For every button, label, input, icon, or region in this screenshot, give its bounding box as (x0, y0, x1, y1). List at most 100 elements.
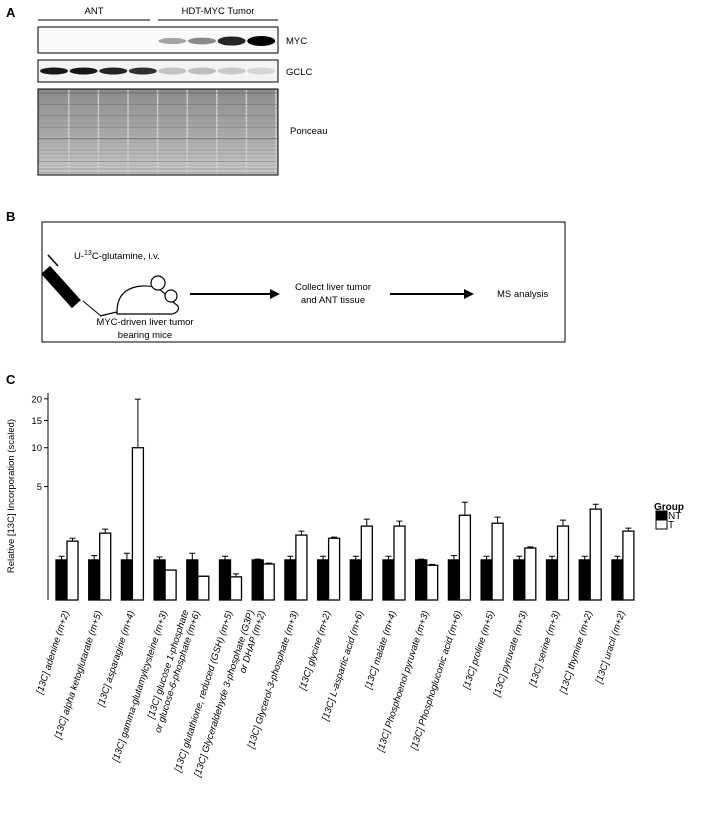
syringe (41, 254, 102, 317)
error-bar (134, 398, 141, 448)
bar (382, 559, 395, 601)
error-bar (483, 555, 490, 560)
x-tick-label-line: [13C] malate (m+4) (363, 610, 399, 692)
x-tick-label-line: [13C] uracil (m+2) (594, 610, 628, 686)
legend-label: T (668, 520, 674, 531)
error-bar (418, 558, 425, 560)
tracer-text: U- (74, 251, 84, 262)
x-tick-label: [13C] pyruvate (m+3) (491, 610, 529, 699)
band (158, 37, 187, 45)
bar (480, 559, 493, 601)
error-bar (385, 555, 392, 560)
bar (197, 575, 210, 601)
bar (426, 564, 439, 601)
bar (164, 569, 177, 601)
x-tick-label-line: [13C] thymine (m+2) (558, 610, 595, 696)
model-label: MYC-driven liver tumor (96, 317, 193, 328)
model-label: bearing mice (118, 330, 172, 341)
error-bar (102, 528, 109, 534)
arrow-head (464, 289, 474, 299)
error-bar (320, 555, 327, 560)
error-bar (516, 555, 523, 560)
band (247, 36, 276, 46)
error-bar (123, 552, 130, 560)
error-bar (58, 555, 65, 560)
bar (491, 522, 504, 601)
x-tick-label: [13C] uracil (m+2) (594, 610, 628, 686)
blot-gclc (37, 59, 279, 83)
bar (589, 508, 602, 601)
bar (622, 530, 635, 601)
x-tick-label-line: [13C] serine (m+3) (527, 610, 562, 689)
band (69, 67, 98, 75)
error-bar (429, 563, 436, 566)
step-label: and ANT tissue (301, 295, 365, 306)
bar (55, 559, 68, 601)
error-bar (352, 555, 359, 560)
y-tick-label: 10 (31, 443, 42, 454)
bar (66, 540, 79, 601)
bar (88, 559, 101, 601)
error-bar (91, 555, 98, 560)
legend-title: Group (654, 502, 684, 513)
bar (284, 559, 297, 601)
error-bar (287, 555, 294, 560)
error-bar (265, 562, 272, 564)
mouse (99, 275, 179, 317)
x-tick-label-line: [13C] proline (m+5) (461, 610, 497, 692)
panel-label: A (6, 5, 16, 20)
x-tick-label-line: [13C] pyruvate (m+3) (491, 610, 529, 699)
blot-label: GCLC (286, 67, 313, 78)
panel-label: C (6, 372, 16, 387)
band (217, 67, 246, 75)
error-bar (592, 503, 599, 510)
bar (262, 563, 275, 601)
band (158, 67, 187, 75)
band (188, 37, 216, 45)
tracer-text: C-glutamine, i.v. (92, 251, 160, 262)
error-bar (450, 555, 457, 560)
blots (37, 26, 279, 176)
bar (415, 559, 428, 601)
error-bar (396, 520, 403, 527)
step-label: Collect liver tumor (295, 282, 371, 293)
band (128, 67, 157, 75)
error-bar (461, 501, 468, 516)
arrow-head (270, 289, 280, 299)
x-tick-label-line: [13C] adenine (m+2) (34, 610, 72, 697)
bar (120, 559, 134, 601)
bar (447, 559, 461, 601)
bar (578, 559, 591, 601)
error-bar (581, 555, 588, 560)
x-tick-label: [13C] adenine (m+2) (34, 610, 72, 697)
bar (99, 532, 112, 601)
x-tick-label: [13C] malate (m+4) (363, 610, 399, 692)
blot-label: Ponceau (290, 126, 328, 137)
bar (131, 447, 145, 601)
bar (360, 525, 373, 601)
error-bar (233, 573, 239, 577)
group-label: ANT (85, 6, 104, 17)
bar (393, 525, 406, 601)
bar (524, 547, 537, 601)
y-axis-label: Relative [13C] Incorporation (scaled) (6, 419, 17, 573)
blot-label: MYC (286, 36, 307, 47)
x-tick-label: [13C] proline (m+5) (461, 610, 497, 692)
bar (327, 537, 341, 601)
output-label: MS analysis (497, 289, 548, 300)
x-tick-label: [13C] serine (m+3) (527, 610, 562, 689)
error-bar (69, 537, 76, 542)
band (99, 67, 128, 75)
x-tick-label: [13C] thymine (m+2) (558, 610, 595, 696)
legend-label: NT (668, 511, 681, 522)
legend-swatch (655, 519, 668, 530)
error-bar (625, 527, 632, 532)
error-bar (363, 518, 370, 527)
legend-swatch (655, 510, 668, 521)
bar (349, 559, 362, 601)
error-bar (560, 519, 566, 527)
bar (251, 559, 264, 601)
bar (316, 559, 330, 601)
y-tick-label: 20 (31, 394, 42, 405)
